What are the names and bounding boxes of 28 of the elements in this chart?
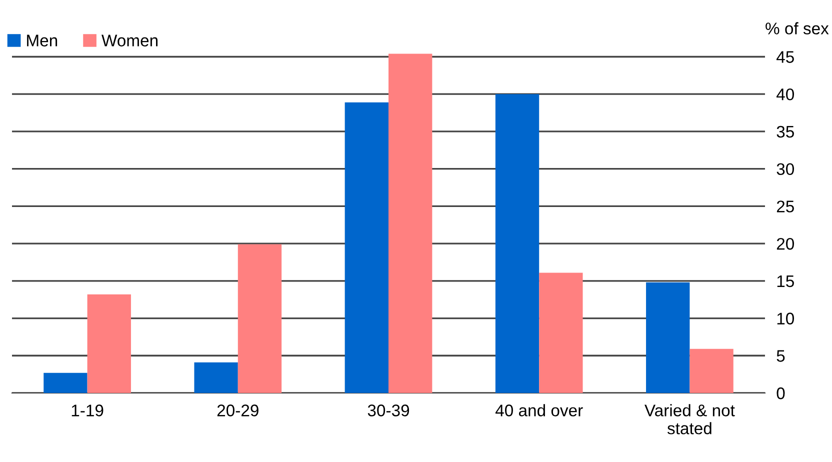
bar [87,294,131,393]
x-tick-label: 20-29 [217,404,258,416]
bar [238,244,282,393]
x-tick-label: 40 and over [495,404,583,416]
y-axis-title: % of sex [766,22,829,34]
bar [539,272,583,393]
bar [690,348,734,393]
y-tick-label: 45 [776,51,794,63]
y-tick-label: 0 [776,387,785,400]
x-tick-label: 30-39 [368,404,410,416]
y-tick-label: 35 [776,126,794,138]
y-tick-label: 5 [776,350,785,362]
x-tick-label: 1-19 [72,404,104,416]
y-tick-label: 10 [777,312,794,324]
y-tick-label: 15 [777,275,794,288]
x-tick-label: Varied & not stated [644,404,735,434]
bar [344,102,388,393]
y-tick-label: 30 [776,163,794,176]
bar [194,362,238,393]
bar [44,372,88,393]
bar [388,54,432,393]
legend-label: Men [27,34,58,46]
y-tick-label: 40 [776,88,794,100]
bar [495,94,540,393]
y-tick-label: 20 [776,238,794,250]
legend-label: Women [102,34,158,46]
y-tick-label: 25 [776,200,794,212]
bar [646,282,690,393]
